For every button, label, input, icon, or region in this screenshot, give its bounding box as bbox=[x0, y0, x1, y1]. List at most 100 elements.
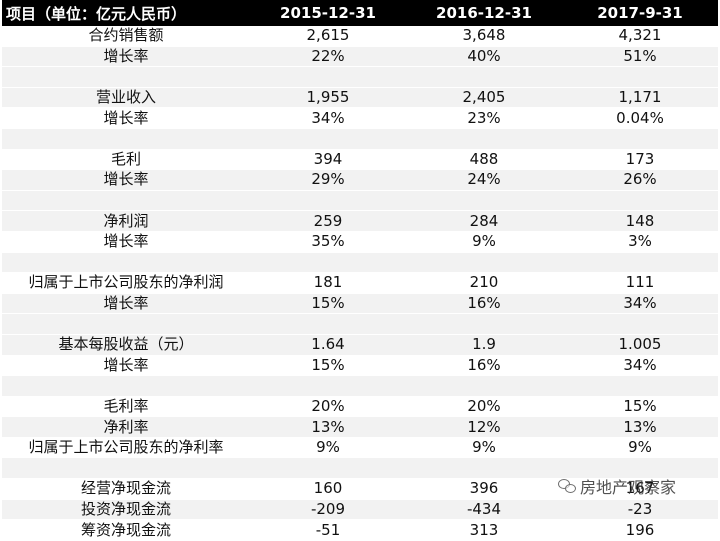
watermark-text: 房地产观察家 bbox=[580, 478, 677, 497]
cell-value: 181 bbox=[250, 272, 406, 294]
cell-value bbox=[562, 313, 718, 335]
cell-value: 488 bbox=[406, 149, 562, 171]
cell-value: -23 bbox=[562, 499, 718, 521]
row-label: 归属于上市公司股东的净利润 bbox=[2, 272, 250, 294]
cell-value: 3% bbox=[562, 231, 718, 253]
table-row: 增长率 15% 16% 34% bbox=[2, 355, 718, 377]
row-label: 经营净现金流 bbox=[2, 478, 250, 500]
table-row: 增长率 22% 40% 51% bbox=[2, 46, 718, 68]
spacer-row bbox=[2, 128, 718, 150]
row-label: 增长率 bbox=[2, 355, 250, 377]
cell-value: 35% bbox=[250, 231, 406, 253]
row-label: 投资净现金流 bbox=[2, 499, 250, 521]
table-row: 合约销售额 2,615 3,648 4,321 bbox=[2, 26, 718, 47]
cell-value: 394 bbox=[250, 149, 406, 171]
row-label: 增长率 bbox=[2, 293, 250, 315]
cell-value: 51% bbox=[562, 46, 718, 68]
spacer-row bbox=[2, 313, 718, 335]
cell-value: 313 bbox=[406, 519, 562, 541]
cell-value: 0.04% bbox=[562, 107, 718, 129]
cell-value bbox=[406, 375, 562, 397]
cell-value: -209 bbox=[250, 499, 406, 521]
watermark: 房地产观察家 bbox=[558, 474, 676, 498]
table-row: 归属于上市公司股东的净利润 181 210 111 bbox=[2, 272, 718, 294]
table-row: 增长率 35% 9% 3% bbox=[2, 231, 718, 253]
cell-value: 9% bbox=[406, 231, 562, 253]
cell-value bbox=[406, 313, 562, 335]
cell-value: 20% bbox=[250, 396, 406, 418]
cell-value: 40% bbox=[406, 46, 562, 68]
cell-value: 160 bbox=[250, 478, 406, 500]
cell-value: 24% bbox=[406, 169, 562, 191]
table-row: 毛利率 20% 20% 15% bbox=[2, 396, 718, 418]
cell-value: 259 bbox=[250, 210, 406, 232]
cell-value: 4,321 bbox=[562, 26, 718, 47]
cell-value: 148 bbox=[562, 210, 718, 232]
cell-value: 34% bbox=[562, 293, 718, 315]
table-row: 增长率 15% 16% 34% bbox=[2, 293, 718, 315]
row-label: 增长率 bbox=[2, 231, 250, 253]
cell-value bbox=[562, 66, 718, 88]
row-label bbox=[2, 66, 250, 88]
header-2017: 2017-9-31 bbox=[562, 0, 718, 26]
row-label bbox=[2, 128, 250, 150]
table-row: 营业收入 1,955 2,405 1,171 bbox=[2, 87, 718, 109]
table-row: 经营净现金流 160 396 167 bbox=[2, 478, 718, 500]
cell-value: 12% bbox=[406, 416, 562, 438]
row-label: 归属于上市公司股东的净利率 bbox=[2, 437, 250, 459]
cell-value: 1.64 bbox=[250, 334, 406, 356]
header-2016: 2016-12-31 bbox=[406, 0, 562, 26]
cell-value bbox=[562, 457, 718, 480]
cell-value: -434 bbox=[406, 499, 562, 521]
spacer-row bbox=[2, 66, 718, 88]
cell-value bbox=[562, 375, 718, 397]
cell-value bbox=[406, 457, 562, 480]
row-label: 营业收入 bbox=[2, 87, 250, 109]
row-label: 合约销售额 bbox=[2, 26, 250, 47]
row-label bbox=[2, 252, 250, 274]
row-label: 毛利率 bbox=[2, 396, 250, 418]
table-row: 增长率 29% 24% 26% bbox=[2, 169, 718, 191]
cell-value bbox=[406, 252, 562, 274]
cell-value: 23% bbox=[406, 107, 562, 129]
cell-value bbox=[250, 375, 406, 397]
row-label bbox=[2, 313, 250, 335]
cell-value: 13% bbox=[562, 416, 718, 438]
cell-value: 2,405 bbox=[406, 87, 562, 109]
cell-value: 29% bbox=[250, 169, 406, 191]
cell-value: 15% bbox=[562, 396, 718, 418]
cell-value: 1.005 bbox=[562, 334, 718, 356]
cell-value: 1,955 bbox=[250, 87, 406, 109]
cell-value bbox=[250, 128, 406, 150]
wechat-icon bbox=[558, 479, 576, 493]
table-row: 归属于上市公司股东的净利率 9% 9% 9% bbox=[2, 437, 718, 459]
cell-value: 9% bbox=[562, 437, 718, 459]
row-label: 增长率 bbox=[2, 107, 250, 129]
cell-value bbox=[406, 190, 562, 212]
cell-value: 1.9 bbox=[406, 334, 562, 356]
table-row: 基本每股收益（元） 1.64 1.9 1.005 bbox=[2, 334, 718, 356]
cell-value bbox=[562, 252, 718, 274]
cell-value: 9% bbox=[406, 437, 562, 459]
cell-value: 167 bbox=[562, 478, 718, 500]
row-label bbox=[2, 457, 250, 480]
table-row: 净利润 259 284 148 bbox=[2, 210, 718, 232]
cell-value bbox=[562, 128, 718, 150]
cell-value: 16% bbox=[406, 355, 562, 377]
cell-value: 15% bbox=[250, 355, 406, 377]
cell-value: 34% bbox=[250, 107, 406, 129]
cell-value: 16% bbox=[406, 293, 562, 315]
cell-value: 173 bbox=[562, 149, 718, 171]
row-label: 净利润 bbox=[2, 210, 250, 232]
row-label: 增长率 bbox=[2, 169, 250, 191]
row-label bbox=[2, 375, 250, 397]
spacer-row bbox=[2, 375, 718, 397]
cell-value: 22% bbox=[250, 46, 406, 68]
header-2015: 2015-12-31 bbox=[250, 0, 406, 26]
row-label: 毛利 bbox=[2, 149, 250, 171]
spacer-row bbox=[2, 457, 718, 480]
cell-value bbox=[562, 190, 718, 212]
row-label: 净利率 bbox=[2, 416, 250, 438]
cell-value bbox=[250, 66, 406, 88]
